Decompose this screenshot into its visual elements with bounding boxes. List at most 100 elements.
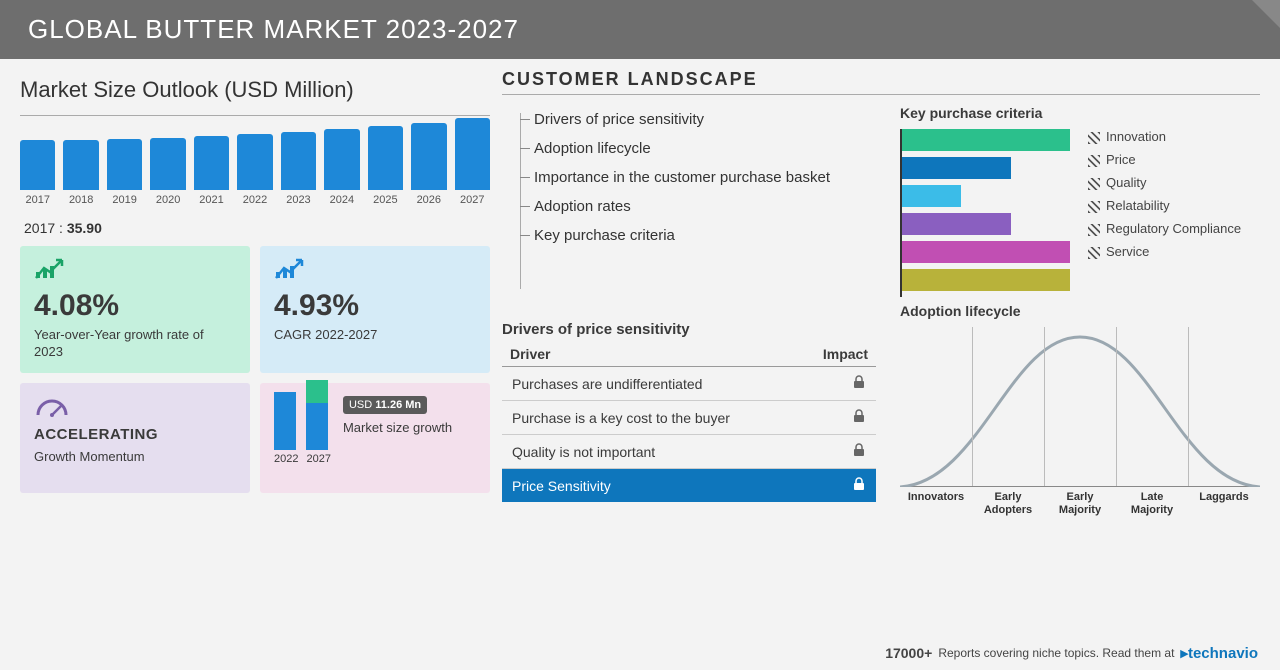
market-size-title: Market Size Outlook (USD Million) (20, 77, 490, 103)
footer-count: 17000+ (885, 645, 932, 661)
curve-divider (1116, 327, 1117, 486)
bar-year-label: 2018 (63, 194, 98, 206)
kpc-bar-chart (900, 129, 1070, 297)
adoption-labels: InnovatorsEarlyAdoptersEarlyMajorityLate… (900, 487, 1260, 517)
bar: 2027 (455, 118, 490, 206)
yoy-label: Year-over-Year growth rate of 2023 (34, 327, 236, 361)
landscape-list-item: Importance in the customer purchase bask… (502, 163, 880, 192)
kpc-legend-item: Relatability (1088, 198, 1241, 213)
drivers-table: Driver Impact Purchases are undifferenti… (502, 342, 876, 502)
drivers-panel: Drivers of price sensitivity Driver Impa… (502, 303, 876, 517)
bar-year-label: 2021 (194, 194, 229, 206)
cagr-label: CAGR 2022-2027 (274, 327, 476, 344)
curve-divider (972, 327, 973, 486)
bar-year-label: 2027 (455, 194, 490, 206)
bar: 2017 (20, 140, 55, 206)
driver-name: Quality is not important (512, 444, 852, 460)
bar-year-label: 2019 (107, 194, 142, 206)
growth-card: 2022 2027 USD 11.26 Mn Market size growth (260, 383, 490, 493)
kpc-legend: InnovationPriceQualityRelatabilityRegula… (1088, 129, 1241, 297)
curve-divider (1044, 327, 1045, 486)
mini-bar: 2027 (306, 380, 330, 465)
driver-row: Purchase is a key cost to the buyer (502, 401, 876, 435)
bar: 2019 (107, 139, 142, 206)
page-header: GLOBAL BUTTER MARKET 2023-2027 (0, 0, 1280, 59)
driver-name: Purchases are undifferentiated (512, 376, 852, 392)
landscape-bottom-row: Drivers of price sensitivity Driver Impa… (502, 303, 1260, 517)
kpc-bar (902, 269, 1070, 291)
kpc-legend-item: Innovation (1088, 129, 1241, 144)
kpc-bar (902, 241, 1070, 263)
bar: 2026 (411, 123, 446, 206)
metric-cards: 4.08% Year-over-Year growth rate of 2023… (20, 246, 490, 493)
yoy-card: 4.08% Year-over-Year growth rate of 2023 (20, 246, 250, 373)
bar: 2021 (194, 136, 229, 206)
lock-icon (852, 477, 866, 494)
adoption-stage-label: EarlyMajority (1044, 487, 1116, 517)
cagr-value: 4.93% (274, 289, 476, 323)
bar-year-label: 2020 (150, 194, 185, 206)
bar: 2020 (150, 138, 185, 206)
customer-landscape-heading: CUSTOMER LANDSCAPE (502, 69, 1260, 90)
driver-row: Price Sensitivity (502, 469, 876, 502)
cagr-card: 4.93% CAGR 2022-2027 (260, 246, 490, 373)
driver-name: Price Sensitivity (512, 478, 852, 494)
bar: 2022 (237, 134, 272, 206)
landscape-list-item: Drivers of price sensitivity (502, 105, 880, 134)
landscape-list-item: Adoption lifecycle (502, 134, 880, 163)
bar: 2023 (281, 132, 316, 206)
kpc-bar (902, 185, 961, 207)
adoption-stage-label: EarlyAdopters (972, 487, 1044, 517)
divider (502, 94, 1260, 95)
kpc-legend-item: Price (1088, 152, 1241, 167)
kpc-title: Key purchase criteria (900, 105, 1260, 121)
kpc-legend-item: Service (1088, 244, 1241, 259)
bar-year-label: 2017 (20, 194, 55, 206)
momentum-value: ACCELERATING (34, 426, 236, 443)
kpc-bar (902, 213, 1011, 235)
kpc-bar (902, 129, 1070, 151)
adoption-stage-label: Laggards (1188, 487, 1260, 517)
bar-year-label: 2024 (324, 194, 359, 206)
bar-year-label: 2022 (237, 194, 272, 206)
momentum-label: Growth Momentum (34, 449, 236, 466)
main-content: Market Size Outlook (USD Million) 2017 20… (0, 59, 1280, 517)
landscape-list-item: Key purchase criteria (502, 221, 880, 250)
page-title: GLOBAL BUTTER MARKET 2023-2027 (28, 14, 519, 44)
gauge-icon (34, 395, 236, 422)
lock-icon (852, 409, 866, 426)
drivers-col-impact: Impact (823, 346, 868, 362)
trend-up-icon (34, 258, 236, 285)
bar: 2018 (63, 140, 98, 206)
driver-row: Quality is not important (502, 435, 876, 469)
drivers-title: Drivers of price sensitivity (502, 321, 876, 338)
left-panel: Market Size Outlook (USD Million) 2017 20… (20, 69, 490, 517)
footer: 17000+ Reports covering niche topics. Re… (885, 644, 1258, 662)
landscape-list: Drivers of price sensitivityAdoption lif… (502, 105, 880, 297)
mini-bar-label: 2027 (306, 453, 330, 465)
mini-bar-label: 2022 (274, 453, 298, 465)
curve-divider (1188, 327, 1189, 486)
yoy-value: 4.08% (34, 289, 236, 323)
driver-name: Purchase is a key cost to the buyer (512, 410, 852, 426)
landscape-top-row: Drivers of price sensitivityAdoption lif… (502, 105, 1260, 297)
brand-name: technavio (1188, 645, 1258, 662)
lock-icon (852, 375, 866, 392)
kpc-legend-item: Regulatory Compliance (1088, 221, 1241, 236)
footer-text: Reports covering niche topics. Read them… (938, 646, 1174, 660)
technavio-logo: ▸technavio (1180, 644, 1258, 662)
adoption-curve (900, 327, 1260, 487)
adoption-title: Adoption lifecycle (900, 303, 1260, 319)
momentum-card: ACCELERATING Growth Momentum (20, 383, 250, 493)
adoption-lifecycle: Adoption lifecycle InnovatorsEarlyAdopte… (900, 303, 1260, 517)
key-purchase-criteria: Key purchase criteria InnovationPriceQua… (900, 105, 1260, 297)
pill-value: 11.26 Mn (375, 399, 421, 411)
market-size-bar-chart: 2017201820192020202120222023202420252026… (20, 126, 490, 206)
pill-prefix: USD (349, 399, 372, 411)
growth-label: Market size growth (343, 420, 476, 437)
driver-row: Purchases are undifferentiated (502, 367, 876, 401)
right-panel: CUSTOMER LANDSCAPE Drivers of price sens… (502, 69, 1260, 517)
landscape-list-item: Adoption rates (502, 192, 880, 221)
lock-icon (852, 443, 866, 460)
divider (20, 115, 490, 116)
